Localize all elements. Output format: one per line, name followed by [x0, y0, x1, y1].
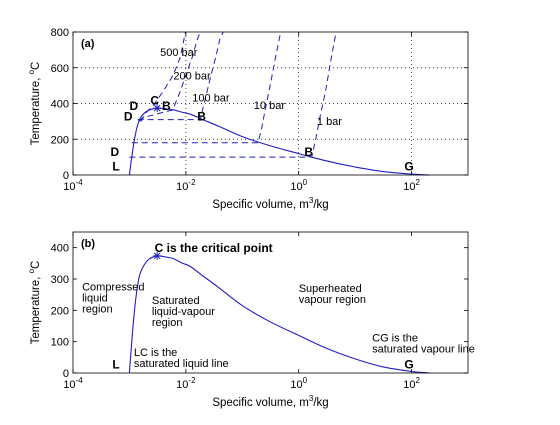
panel-b-annotation: Compressed liquid region [82, 282, 144, 316]
panel-a-point-label: G [404, 160, 413, 174]
panel-a-annotation: 200 bar [173, 70, 211, 82]
panel-a-point-label: D [124, 109, 133, 123]
panel-a-y-axis-label: Temperature, oC [27, 62, 42, 146]
panel-a-isobar-line [140, 31, 186, 122]
panel-b-x-axis-label: Specific volume, m3/kg [212, 394, 328, 409]
panel-b-annotation: Superheated vapour region [299, 283, 366, 306]
panel-b-annotation: Saturated liquid-vapour region [152, 295, 215, 329]
panel-a-panel-label: (a) [81, 38, 95, 50]
panel-b-xtick-label: 10-4 [63, 376, 83, 391]
panel-a-saturation-dome-line [128, 107, 430, 176]
panel-a-isobar-line [137, 31, 224, 121]
panel-b-point-label: G [404, 358, 413, 372]
panel-b-axes-frame [72, 231, 469, 374]
panel-a-ytick-label: 0 [63, 170, 69, 182]
panel-b-ytick-label: 100 [51, 337, 69, 349]
panel-b-panel-label: (b) [81, 238, 95, 250]
panel-b-xtick-label: 102 [403, 376, 420, 391]
panel-b-critical-point-stroke [153, 252, 161, 260]
panel-a-point-label: B [304, 145, 313, 159]
panel-a-ytick-label: 600 [51, 63, 69, 75]
panel-a-annotation: 1 bar [317, 116, 342, 128]
panel-a-point-label: B [197, 109, 206, 123]
panel-a-ytick-label: 200 [51, 134, 69, 146]
panel-a-xtick-label: 100 [290, 178, 307, 193]
panel-a-point-label: D [130, 99, 139, 113]
panel-b-ytick-label: 400 [51, 243, 69, 255]
panel-a-chart: 10-4 10-2 100 102 0 200 400 600 800 Specific volu… [27, 27, 469, 211]
panel-a-annotation: 500 bar [160, 47, 198, 59]
panel-b-ytick-label: 300 [51, 274, 69, 286]
panel-a-ytick-label: 800 [51, 27, 69, 39]
panel-a-point-label: B [162, 99, 171, 113]
panel-a-critical-point-marker [153, 104, 162, 113]
panel-b-annotation: LC is the saturated liquid line [134, 347, 229, 370]
panel-a-point-label: L [112, 160, 119, 174]
panel-a-xtick-label: 102 [403, 178, 420, 193]
panel-b-annotation: C is the critical point [155, 241, 273, 255]
panel-a-x-axis-label: Specific volume, m3/kg [212, 196, 328, 211]
panel-a-isobar-line [131, 31, 282, 144]
panel-b-xtick-label: 100 [290, 376, 307, 391]
panel-a-point-label: C [150, 93, 159, 107]
panel-a-ytick-label: 400 [51, 99, 69, 111]
panel-a-isobar-line [139, 31, 201, 122]
panel-b-point-label: L [112, 358, 119, 372]
panel-a-critical-point-stroke [153, 104, 161, 112]
panel-a-point-label: D [110, 145, 119, 159]
panel-b-plot-area [73, 232, 468, 373]
panel-b-saturation-dome-line [128, 255, 430, 374]
panel-b-annotation: CG is the saturated vapour line [372, 333, 475, 356]
panel-a-annotation: 100 bar [192, 93, 230, 105]
panel-a-plot-area [73, 32, 468, 175]
panel-a-xtick-label: 10-4 [63, 178, 83, 193]
panel-b-critical-point-marker [153, 251, 162, 260]
panel-b-xtick-label: 10-2 [176, 376, 196, 391]
panel-b-y-axis-label: Temperature, oC [27, 261, 42, 345]
panel-b-ytick-label: 200 [51, 305, 69, 317]
panel-b-chart: 10-4 10-2 100 102 0 100 200 300 400 Specific volu… [27, 231, 475, 409]
panel-b-ytick-label: 0 [63, 368, 69, 380]
panel-a-annotation: 10 bar [254, 100, 286, 112]
panel-a-xtick-label: 10-2 [176, 178, 196, 193]
